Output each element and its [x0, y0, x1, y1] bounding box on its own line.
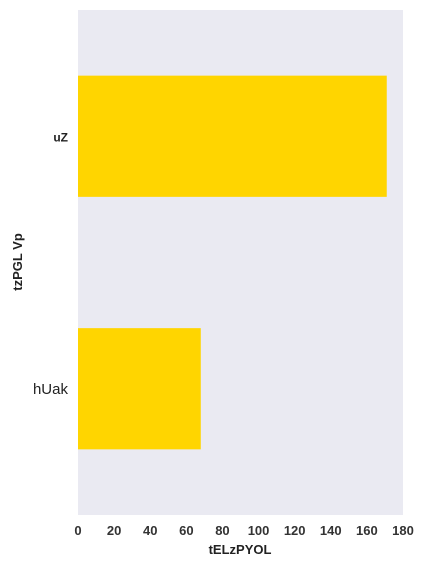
- y-category-labels: uZ hUak: [33, 130, 69, 398]
- bar-uZ: [78, 75, 387, 197]
- x-tick-label-0: 0: [74, 523, 81, 538]
- x-tick-label-100: 100: [248, 523, 270, 538]
- x-tick-label-180: 180: [392, 523, 414, 538]
- x-tick-label-80: 80: [215, 523, 229, 538]
- y-axis-label: tzPGL Vp: [10, 233, 25, 291]
- x-axis-label: tELzPYOL: [209, 542, 272, 557]
- bar-hUak: [78, 328, 201, 450]
- x-tick-label-120: 120: [284, 523, 306, 538]
- bars-group: [78, 75, 387, 450]
- x-tick-label-40: 40: [143, 523, 157, 538]
- y-tick-label-uZ: uZ: [53, 130, 68, 144]
- x-tick-labels: 0 20 40 60 80 100 120 140 160 180: [74, 523, 413, 538]
- x-tick-label-140: 140: [320, 523, 342, 538]
- x-tick-label-60: 60: [179, 523, 193, 538]
- x-tick-label-20: 20: [107, 523, 121, 538]
- x-tick-label-160: 160: [356, 523, 378, 538]
- y-tick-label-hUak: hUak: [33, 381, 69, 398]
